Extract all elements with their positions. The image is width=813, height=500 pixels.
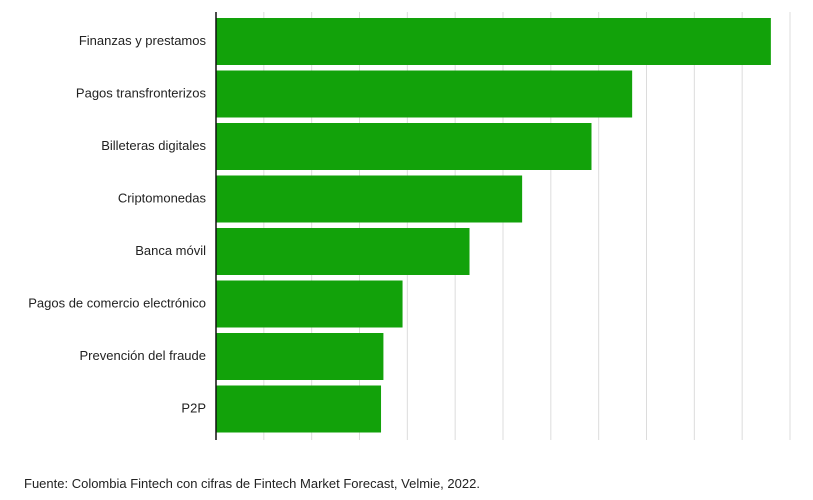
category-label: Prevención del fraude <box>80 348 206 363</box>
category-labels: Finanzas y prestamos Pagos transfronteriz… <box>28 33 206 416</box>
category-label: Criptomonedas <box>118 190 207 205</box>
bar <box>216 385 382 433</box>
bar <box>216 18 771 65</box>
bars <box>216 18 771 433</box>
bar <box>216 280 403 328</box>
category-label: Pagos transfronterizos <box>76 85 207 100</box>
bar-chart: Finanzas y prestamos Pagos transfronteriz… <box>28 12 791 440</box>
category-label: Pagos de comercio electrónico <box>28 295 206 310</box>
bar <box>216 70 633 118</box>
bar <box>216 333 384 380</box>
bar <box>216 175 523 223</box>
bar <box>216 123 592 170</box>
category-label: Banca móvil <box>135 243 206 258</box>
bar <box>216 228 470 275</box>
category-label: Finanzas y prestamos <box>79 33 207 48</box>
source-note: Fuente: Colombia Fintech con cifras de F… <box>24 476 480 491</box>
category-label: P2P <box>181 400 206 415</box>
category-label: Billeteras digitales <box>101 138 206 153</box>
